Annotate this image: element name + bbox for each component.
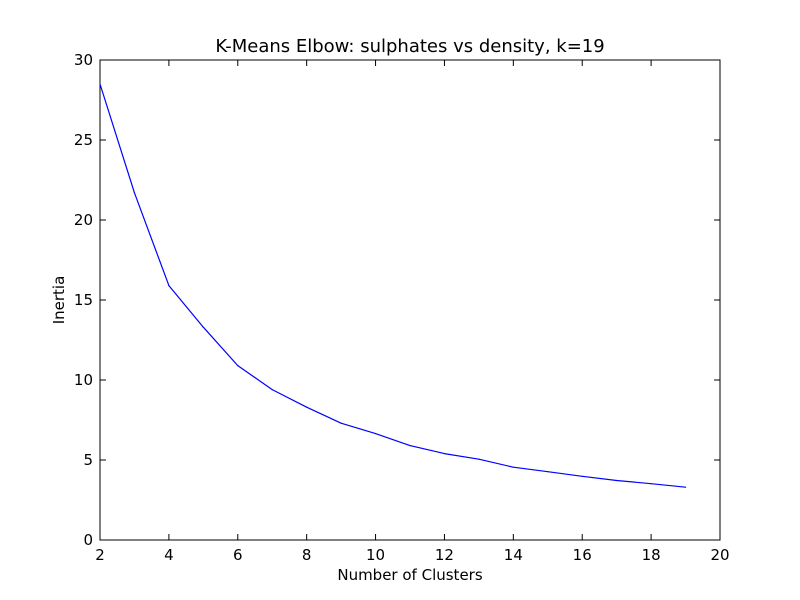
y-tick-label: 25 [74, 131, 93, 149]
data-point [547, 471, 549, 473]
data-point [237, 365, 239, 367]
y-tick-label: 20 [74, 211, 93, 229]
data-point [409, 445, 411, 447]
data-point [340, 422, 342, 424]
series-layer [99, 83, 687, 488]
data-point [581, 475, 583, 477]
data-point [133, 192, 136, 194]
data-point [512, 466, 514, 468]
chart-title: K-Means Elbow: sulphates vs density, k=1… [215, 36, 604, 57]
x-tick-label: 16 [573, 546, 592, 564]
y-tick-label: 5 [83, 451, 93, 469]
x-tick-label: 2 [95, 546, 105, 564]
y-axis-ticks: 0 5 10 15 20 25 30 [74, 51, 720, 549]
series-line [99, 83, 686, 488]
y-axis-label: Inertia [50, 276, 68, 325]
x-axis-ticks: 2 4 6 8 10 12 14 16 18 20 [95, 60, 730, 564]
x-tick-label: 20 [710, 546, 729, 564]
x-tick-label: 8 [302, 546, 312, 564]
data-point [202, 326, 204, 328]
data-point [168, 285, 170, 287]
y-tick-label: 10 [74, 371, 93, 389]
x-axis-label: Number of Clusters [337, 566, 482, 584]
data-point [374, 433, 377, 435]
y-tick-label: 0 [83, 531, 93, 549]
y-tick-label: 15 [74, 291, 93, 309]
x-tick-label: 6 [233, 546, 243, 564]
data-point [443, 453, 446, 455]
x-tick-label: 12 [435, 546, 454, 564]
x-tick-label: 10 [366, 546, 385, 564]
x-tick-label: 18 [642, 546, 661, 564]
data-point [616, 479, 618, 482]
data-point [306, 406, 308, 408]
plot-frame [99, 59, 721, 541]
y-tick-label: 30 [74, 51, 93, 69]
data-point [650, 483, 652, 485]
data-point [271, 389, 273, 391]
x-tick-label: 4 [164, 546, 174, 564]
data-point [478, 458, 480, 460]
x-tick-label: 14 [504, 546, 523, 564]
data-point [684, 486, 687, 488]
data-point [99, 83, 101, 85]
